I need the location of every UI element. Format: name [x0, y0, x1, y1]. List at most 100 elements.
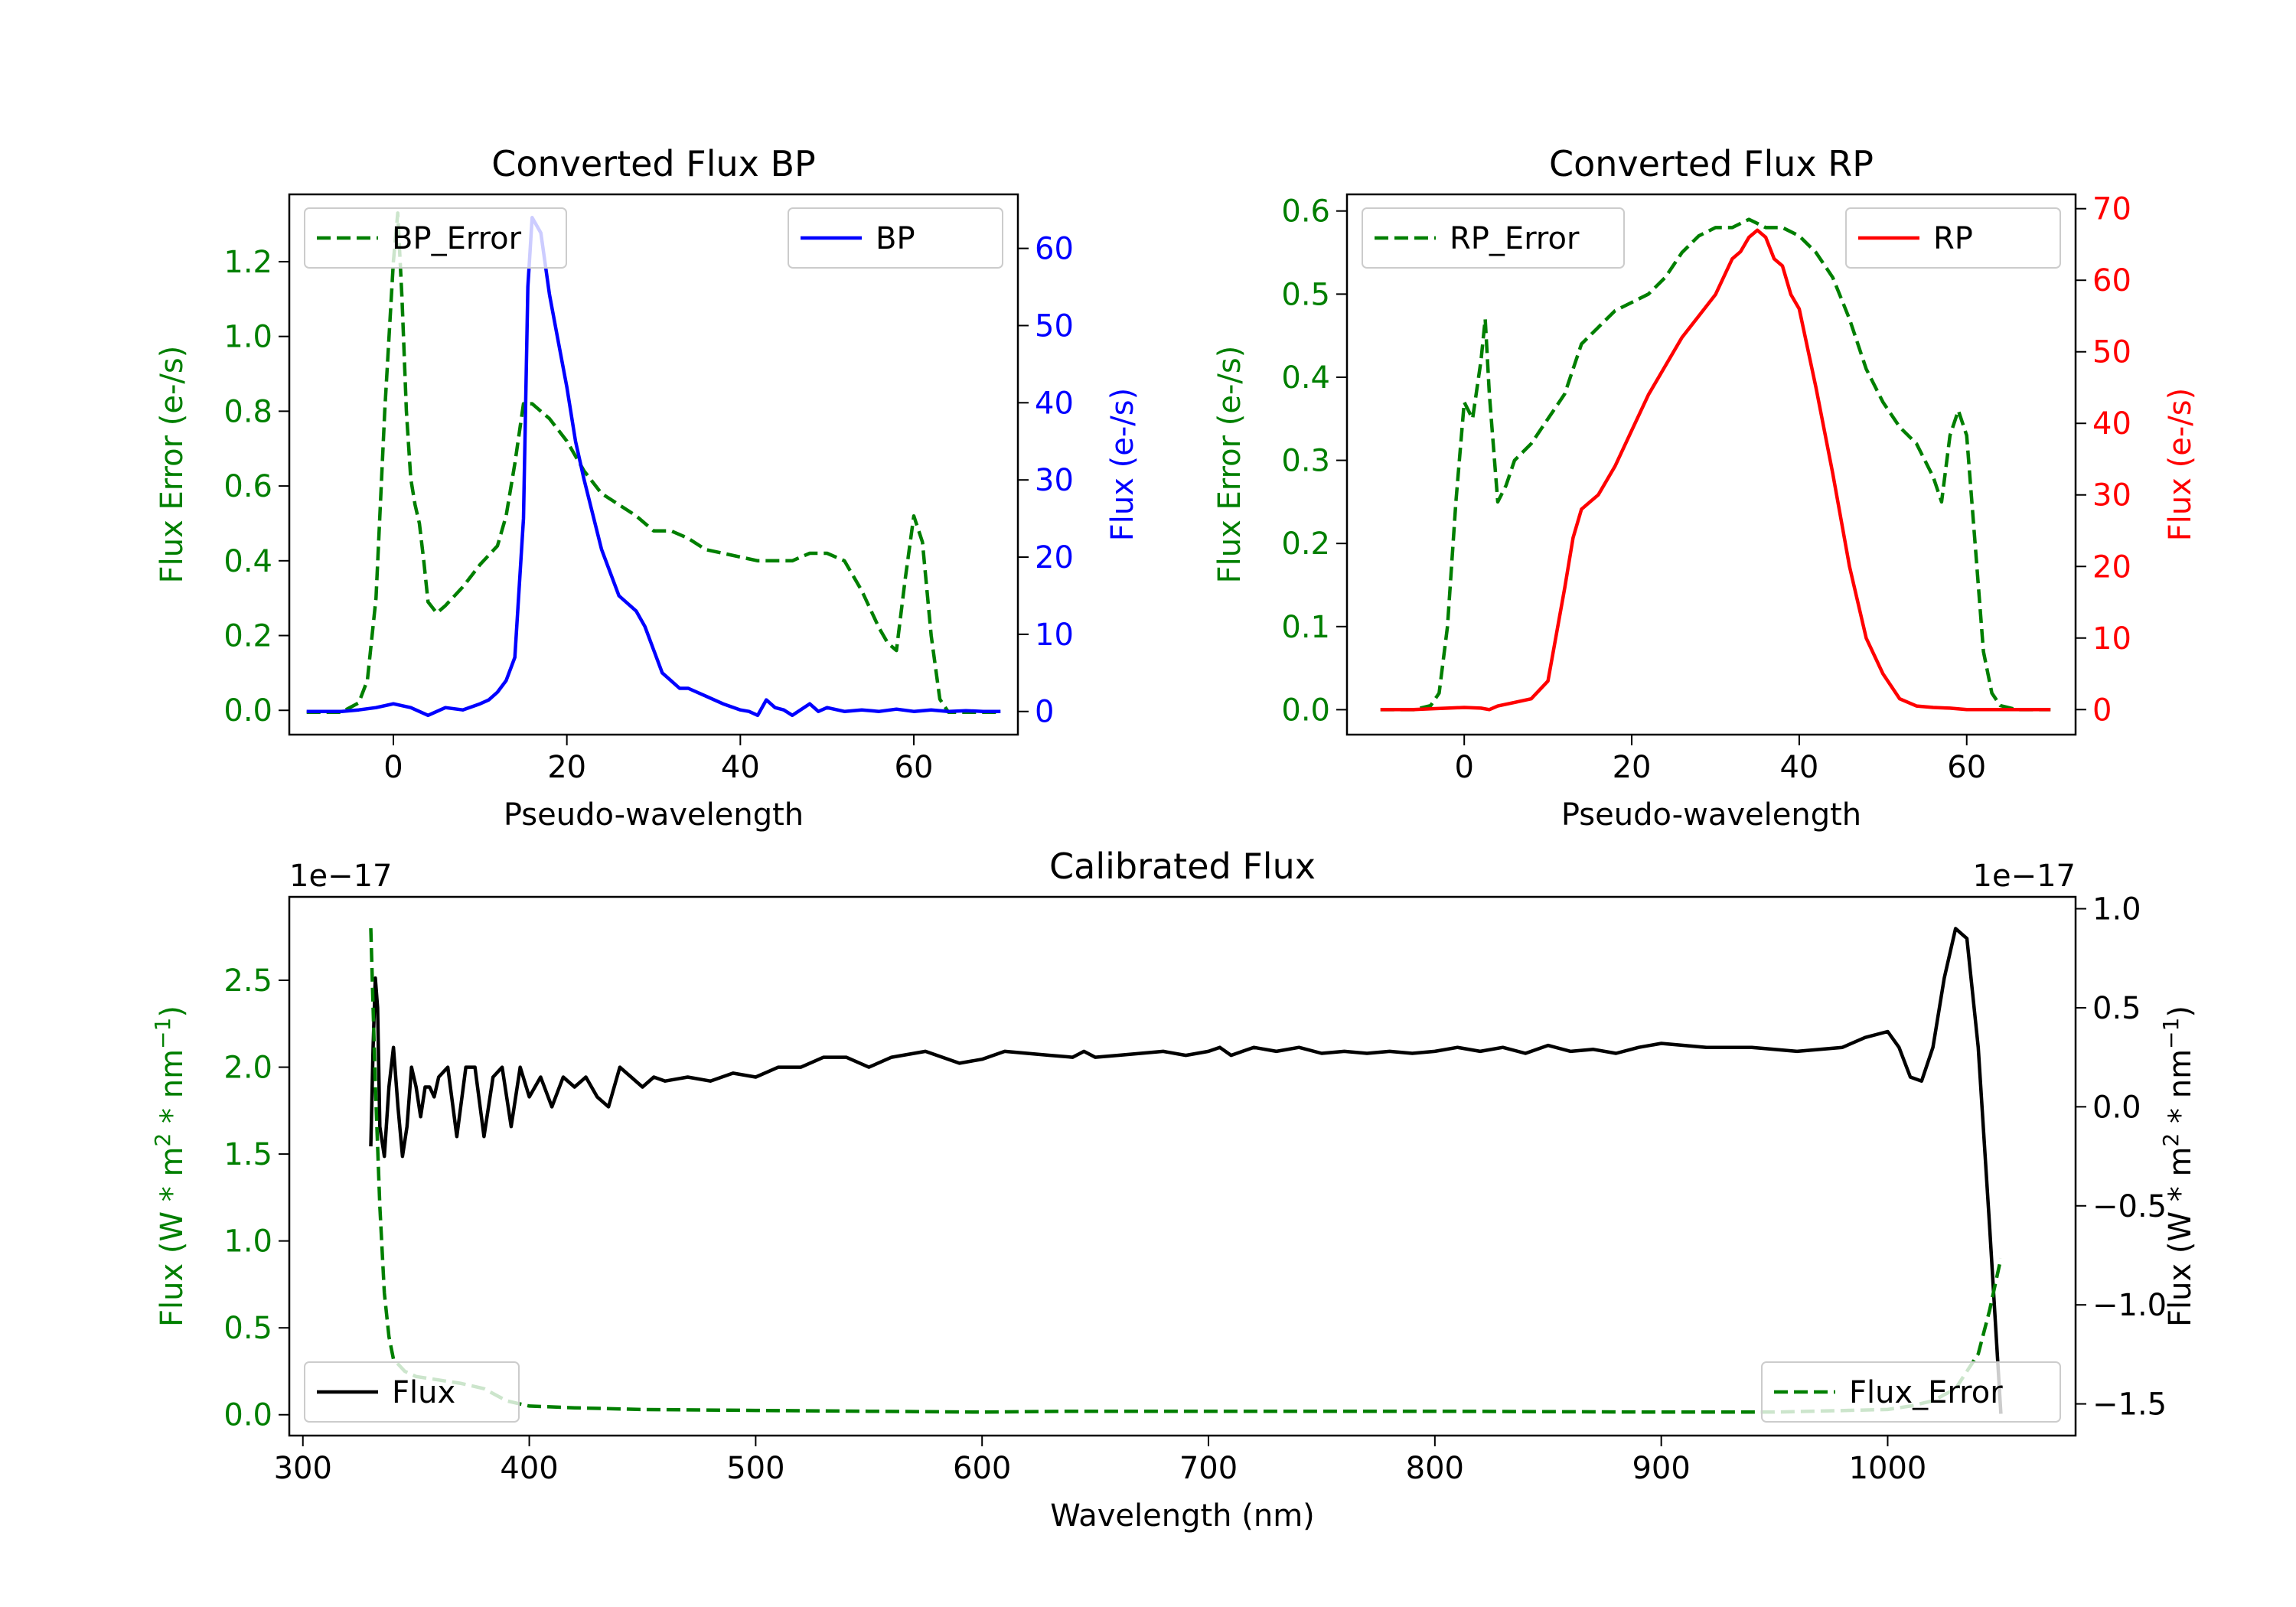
cal-y-right-tick-label: −1.0 [2092, 1288, 2167, 1323]
cal-y-left-label: Flux (W * m2 * nm−1) [150, 1006, 191, 1327]
cal-x-tick-label: 1000 [1849, 1451, 1927, 1486]
bp-legend-bp-error: BP_Error [304, 207, 567, 269]
cal-y-right-tick-label: 1.0 [2092, 892, 2141, 927]
rp-legend-label: RP [1933, 221, 1973, 256]
rp-y-left-tick-label: 0.0 [1281, 693, 1330, 728]
rp-y-right-tick-label: 60 [2092, 263, 2131, 298]
bp-y-right-label: Flux (e-/s) [1105, 388, 1140, 541]
cal-y-left-label-part: ) [155, 1006, 190, 1018]
cal-y-right-tick-label: −1.5 [2092, 1387, 2167, 1423]
cal-y-left-tick-label: 2.0 [223, 1051, 272, 1086]
bp-y-right-tick-label: 50 [1035, 308, 1074, 344]
rp-legend-label: RP_Error [1450, 221, 1580, 256]
rp-legend-rp: RP [1845, 207, 2061, 269]
cal-y-left-tick-label: 1.0 [223, 1224, 272, 1260]
rp-title: Converted Flux RP [1549, 143, 1874, 184]
cal-legend-box [1761, 1361, 2061, 1423]
cal-x-tick-label: 900 [1632, 1451, 1690, 1486]
cal-y-right-tick-label: −0.5 [2092, 1189, 2167, 1224]
rp-x-label: Pseudo-wavelength [1561, 797, 1861, 833]
cal-axes-frame [288, 895, 2077, 1437]
rp-x-tick-label: 20 [1613, 750, 1652, 785]
rp-series-rp-error [1380, 217, 2051, 712]
bp-y-right-tick-label: 30 [1035, 463, 1074, 498]
bp-legend-label: BP [876, 221, 915, 256]
rp-y-right-tick-label: 40 [2092, 406, 2131, 442]
rp-y-left-tick-label: 0.4 [1281, 360, 1330, 396]
rp-y-left-tick-label: 0.2 [1281, 526, 1330, 562]
rp-y-right-tick-label: 70 [2092, 192, 2131, 227]
bp-x-tick-label: 0 [383, 750, 403, 785]
bp-series-bp [306, 216, 1001, 718]
bp-y-right-tick-label: 0 [1035, 695, 1054, 730]
bp-x-tick-label: 20 [547, 750, 586, 785]
cal-series-flux-error [369, 927, 2003, 1414]
bp-x-tick-label: 40 [721, 750, 760, 785]
cal-y-left-label-part: −1 [150, 1018, 175, 1049]
bp-y-right-tick-label: 60 [1035, 232, 1074, 267]
cal-y-right-label-part: ) [2163, 1006, 2198, 1018]
cal-y-left-tick-label: 0.5 [223, 1311, 272, 1346]
rp-y-right-label: Flux (e-/s) [2163, 388, 2198, 541]
cal-plot-area [369, 927, 2003, 1414]
rp-y-left-tick-label: 0.3 [1281, 444, 1330, 479]
cal-y-right-label-part: 2 [2158, 1133, 2183, 1147]
bp-axes-frame [288, 193, 1019, 736]
cal-y-right-tick-label: 0.5 [2092, 991, 2141, 1026]
cal-y-left-label-part: * nm [155, 1049, 190, 1133]
bp-y-left-tick-label: 0.6 [223, 469, 272, 504]
bp-y-left-tick-label: 0.2 [223, 619, 272, 654]
bp-legend-label: BP_Error [392, 221, 522, 256]
rp-legend-rp-error: RP_Error [1362, 207, 1625, 269]
cal-y-left-tick-label: 0.0 [223, 1398, 272, 1433]
bp-x-label: Pseudo-wavelength [504, 797, 804, 833]
cal-x-tick-label: 700 [1179, 1451, 1238, 1486]
rp-axes-frame [1345, 193, 2077, 736]
rp-y-left-label: Flux Error (e-/s) [1212, 346, 1247, 584]
cal-legend-label: Flux_Error [1849, 1375, 2003, 1410]
bp-y-left-tick-label: 0.4 [223, 544, 272, 579]
cal-legend-flux: Flux [304, 1361, 520, 1423]
rp-y-right-tick-label: 30 [2092, 478, 2131, 513]
bp-title: Converted Flux BP [491, 143, 816, 184]
cal-y-right-tick-label: 0.0 [2092, 1090, 2141, 1125]
cal-y-right-label: Flux (W * m2 * nm−1) [2158, 1006, 2199, 1327]
cal-y-left-label-part: Flux (W * m [155, 1147, 190, 1327]
rp-x-tick-label: 0 [1454, 750, 1473, 785]
rp-plot-area [1380, 217, 2051, 712]
bp-legend-box [304, 207, 567, 269]
bp-y-right-tick-label: 40 [1035, 386, 1074, 421]
cal-y-left-label-part: 2 [150, 1133, 175, 1147]
rp-x-tick-label: 60 [1947, 750, 1986, 785]
rp-y-left-tick-label: 0.5 [1281, 277, 1330, 312]
bp-y-right-tick-label: 10 [1035, 618, 1074, 653]
cal-y-right-label-part: −1 [2158, 1018, 2183, 1049]
bp-series-bp-error [306, 211, 1001, 714]
rp-x-tick-label: 40 [1779, 750, 1818, 785]
cal-title: Calibrated Flux [1049, 846, 1316, 887]
rp-y-right-tick-label: 50 [2092, 335, 2131, 370]
cal-x-tick-label: 300 [274, 1451, 332, 1486]
rp-y-right-tick-label: 0 [2092, 693, 2112, 728]
bp-y-right-tick-label: 20 [1035, 540, 1074, 575]
rp-y-left-tick-label: 0.6 [1281, 194, 1330, 230]
cal-x-tick-label: 600 [953, 1451, 1011, 1486]
rp-y-left-tick-label: 0.1 [1281, 610, 1330, 645]
rp-legend-box [1845, 207, 2061, 269]
bp-legend-box [788, 207, 1003, 269]
cal-y-right-label-part: * nm [2163, 1049, 2198, 1133]
cal-y-left-tick-label: 2.5 [223, 963, 272, 999]
bp-y-left-tick-label: 0.0 [223, 693, 272, 729]
cal-x-tick-label: 400 [500, 1451, 558, 1486]
cal-legend-label: Flux [392, 1375, 455, 1410]
cal-legend-flux-error: Flux_Error [1761, 1361, 2061, 1423]
cal-series-flux [369, 927, 2003, 1414]
cal-y-right-label-part: Flux (W * m [2163, 1147, 2198, 1327]
bp-y-left-tick-label: 1.2 [223, 245, 272, 280]
bp-y-left-tick-label: 0.8 [223, 394, 272, 429]
bp-y-left-tick-label: 1.0 [223, 320, 272, 355]
rp-y-right-tick-label: 10 [2092, 621, 2131, 657]
bp-panel: Converted Flux BP 0 20 40 60 Pseudo-wavelengt… [155, 143, 1140, 833]
calibrated-panel: Calibrated Flux 300 400 500 600 700 800 900 1000… [150, 846, 2199, 1534]
